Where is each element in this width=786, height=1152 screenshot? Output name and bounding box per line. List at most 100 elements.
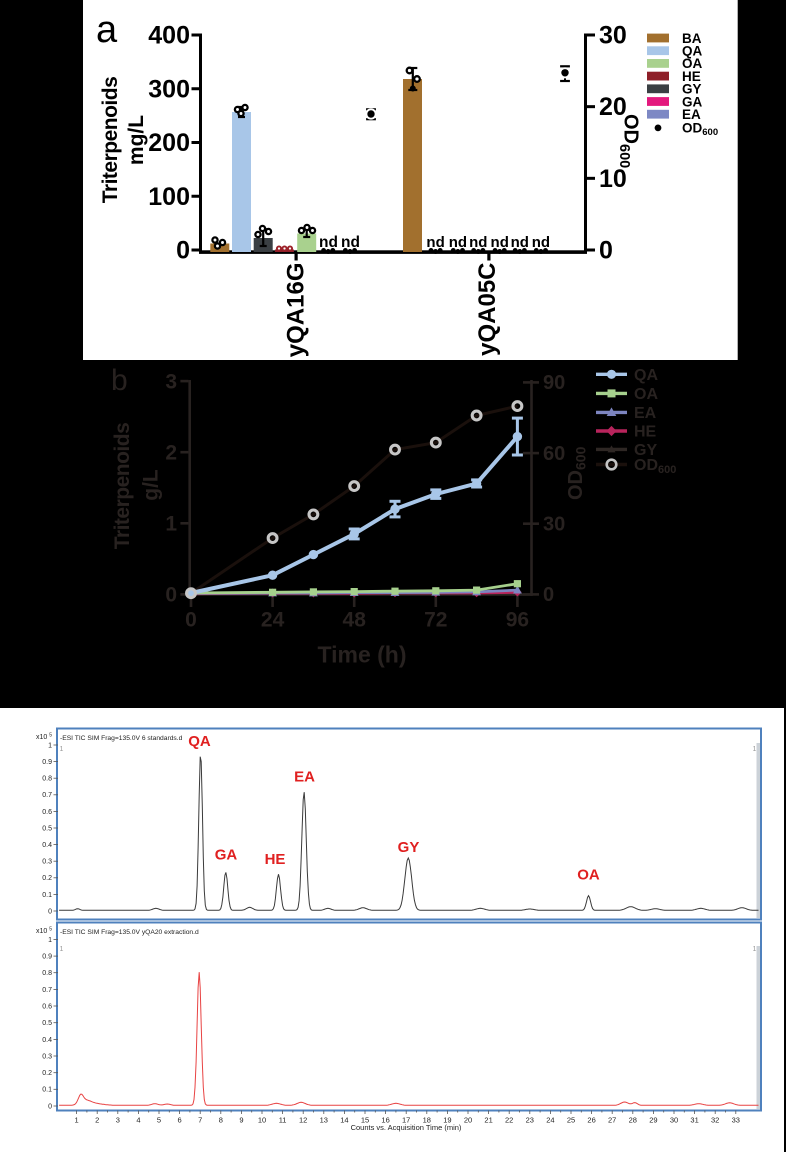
svg-text:0: 0: [599, 237, 613, 265]
svg-text:27: 27: [608, 1116, 616, 1125]
svg-text:GY: GY: [398, 839, 420, 856]
svg-text:mg/L: mg/L: [125, 115, 148, 165]
svg-text:b: b: [111, 364, 128, 397]
svg-text:0.5: 0.5: [42, 1020, 52, 1027]
svg-text:2: 2: [95, 1116, 99, 1125]
svg-text:20: 20: [464, 1116, 472, 1125]
svg-text:48: 48: [343, 609, 367, 632]
svg-text:0.3: 0.3: [42, 859, 52, 866]
svg-text:12: 12: [299, 1116, 307, 1125]
svg-text:2: 2: [165, 442, 177, 465]
svg-text:6: 6: [178, 1116, 182, 1125]
svg-text:0.7: 0.7: [42, 987, 52, 994]
svg-text:4: 4: [136, 1116, 140, 1125]
svg-text:nd: nd: [341, 234, 360, 251]
svg-text:3: 3: [116, 1116, 120, 1125]
svg-text:nd: nd: [491, 234, 509, 251]
svg-text:0: 0: [543, 584, 554, 606]
svg-text:300: 300: [148, 75, 190, 103]
svg-text:18: 18: [423, 1116, 431, 1125]
svg-text:30: 30: [670, 1116, 678, 1125]
svg-text:GA: GA: [682, 94, 703, 109]
svg-text:14: 14: [340, 1116, 348, 1125]
svg-text:EA: EA: [294, 769, 315, 786]
svg-text:BA: BA: [682, 31, 702, 46]
svg-text:100: 100: [148, 183, 190, 211]
svg-text:0: 0: [48, 908, 52, 915]
svg-text:Time (h): Time (h): [317, 642, 406, 668]
svg-text:96: 96: [506, 609, 529, 632]
svg-text:HE: HE: [634, 424, 657, 441]
svg-text:OA: OA: [577, 867, 600, 884]
svg-text:EA: EA: [682, 107, 701, 122]
svg-text:0.1: 0.1: [42, 892, 52, 899]
svg-text:0.4: 0.4: [42, 1037, 52, 1044]
svg-text:1: 1: [75, 1116, 79, 1125]
svg-text:30: 30: [543, 513, 565, 535]
svg-text:OA: OA: [634, 386, 658, 403]
svg-text:1: 1: [165, 513, 177, 536]
svg-text:0: 0: [176, 237, 190, 265]
svg-text:OA: OA: [682, 56, 703, 71]
svg-text:0.9: 0.9: [42, 759, 52, 766]
svg-text:13: 13: [320, 1116, 328, 1125]
svg-text:0.6: 0.6: [42, 1003, 52, 1010]
svg-text:yQA05C: yQA05C: [474, 263, 501, 356]
svg-text:200: 200: [148, 129, 190, 157]
svg-text:33: 33: [732, 1116, 740, 1125]
svg-text:0: 0: [185, 609, 197, 632]
svg-text:10: 10: [258, 1116, 266, 1125]
svg-text:QA: QA: [634, 367, 658, 384]
svg-text:72: 72: [424, 609, 447, 632]
svg-text:21: 21: [484, 1116, 492, 1125]
svg-text:28: 28: [629, 1116, 637, 1125]
svg-text:nd: nd: [319, 234, 338, 251]
svg-text:nd: nd: [511, 234, 529, 251]
svg-text:29: 29: [649, 1116, 657, 1125]
svg-text:16: 16: [381, 1116, 389, 1125]
svg-text:19: 19: [443, 1116, 451, 1125]
svg-text:yQA16G: yQA16G: [283, 263, 310, 358]
svg-text:x10 5: x10 5: [36, 927, 52, 936]
svg-text:Triterpenoids: Triterpenoids: [111, 423, 134, 550]
svg-text:-ESI TIC SIM Frag=135.0V 6 sta: -ESI TIC SIM Frag=135.0V 6 standards.d: [60, 735, 183, 742]
svg-text:7: 7: [198, 1116, 202, 1125]
svg-text:90: 90: [543, 372, 565, 394]
svg-text:0.6: 0.6: [42, 809, 52, 816]
svg-text:23: 23: [526, 1116, 534, 1125]
svg-text:0.7: 0.7: [42, 792, 52, 799]
svg-text:20: 20: [599, 93, 627, 121]
svg-text:1: 1: [753, 946, 757, 953]
svg-text:nd: nd: [469, 234, 487, 251]
svg-text:15: 15: [361, 1116, 369, 1125]
svg-text:0.2: 0.2: [42, 875, 52, 882]
svg-text:EA: EA: [634, 405, 657, 422]
svg-text:0.8: 0.8: [42, 776, 52, 783]
svg-text:nd: nd: [426, 234, 444, 251]
svg-text:1: 1: [48, 742, 52, 749]
svg-text:QA: QA: [188, 733, 211, 750]
svg-text:24: 24: [261, 609, 285, 632]
svg-text:Triterpenoids: Triterpenoids: [99, 77, 122, 204]
svg-text:60: 60: [543, 443, 565, 465]
svg-text:0.9: 0.9: [42, 954, 52, 961]
svg-text:nd: nd: [449, 234, 467, 251]
svg-text:a: a: [96, 9, 118, 51]
svg-text:0: 0: [48, 1103, 52, 1110]
svg-text:x10 5: x10 5: [36, 733, 52, 742]
svg-text:g/L: g/L: [140, 469, 163, 501]
svg-text:25: 25: [567, 1116, 575, 1125]
svg-text:17: 17: [402, 1116, 410, 1125]
svg-text:0.3: 0.3: [42, 1053, 52, 1060]
svg-text:0.4: 0.4: [42, 842, 52, 849]
svg-text:24: 24: [546, 1116, 554, 1125]
svg-text:3: 3: [165, 370, 177, 393]
svg-text:30: 30: [599, 21, 627, 49]
svg-text:0: 0: [165, 584, 177, 607]
svg-text:1: 1: [60, 746, 64, 753]
svg-text:0.5: 0.5: [42, 825, 52, 832]
svg-text:HE: HE: [682, 69, 701, 84]
svg-text:9: 9: [239, 1116, 243, 1125]
svg-text:GA: GA: [215, 847, 238, 864]
svg-text:0.2: 0.2: [42, 1070, 52, 1077]
